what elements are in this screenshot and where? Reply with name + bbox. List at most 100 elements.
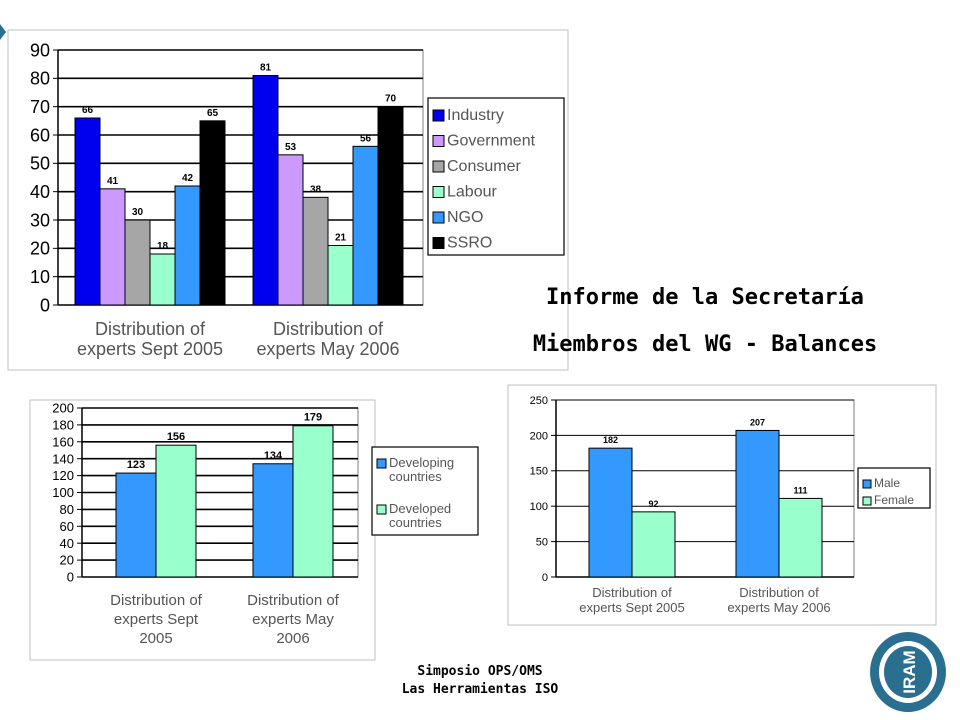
slide-title-line1: Informe de la Secretaría (546, 285, 864, 310)
chart-1: 0 10 20 30 40 50 60 70 80 90 66 41 30 18 42 65 Distribut… (7, 29, 569, 371)
y-tick-label: 70 (30, 97, 50, 117)
y-tick-label: 140 (52, 451, 74, 466)
bar-value-label: 123 (127, 459, 145, 471)
y-tick-label: 100 (52, 485, 74, 500)
y-tick-label: 50 (536, 536, 548, 548)
bar-value-label: 42 (182, 173, 194, 184)
x-category-label: experts May 2006 (256, 339, 399, 359)
bar-value-label: 81 (260, 63, 272, 74)
bar-labour (327, 245, 354, 306)
x-category-label: Distribution of (247, 592, 340, 609)
bar-value-label: 66 (82, 105, 94, 116)
x-category-label: experts Sept 2005 (579, 600, 685, 615)
left-edge-marker (0, 24, 6, 40)
bar-value-label: 53 (285, 142, 297, 153)
bar-male (735, 429, 780, 578)
y-tick-label: 10 (30, 267, 50, 287)
bar-government (277, 154, 304, 306)
y-tick-label: 0 (67, 570, 74, 585)
legend-swatch (432, 237, 445, 249)
bar-value-label: 21 (335, 233, 347, 244)
x-category-label: experts May (252, 611, 334, 628)
logo-core (884, 646, 932, 698)
legend-swatch (376, 504, 387, 515)
bar-value-label: 92 (648, 499, 658, 509)
legend-swatch (432, 160, 445, 173)
legend-swatch (376, 458, 387, 469)
bar-developed-countries (155, 444, 197, 578)
bar-male (588, 447, 633, 578)
chart-frame (7, 29, 569, 371)
legend: Male Female (857, 467, 931, 509)
bar-value-label: 56 (360, 133, 372, 144)
y-tick-label: 30 (30, 210, 50, 230)
legend-swatch (432, 186, 445, 198)
footer-line2: Las Herramientas ISO (401, 682, 559, 697)
legend-swatch (432, 211, 445, 224)
bar-value-label: 182 (603, 435, 618, 445)
bar-consumer (302, 196, 329, 306)
y-tick-label: 100 (530, 501, 548, 513)
legend-label: Consumer (447, 158, 521, 175)
bar-female (631, 511, 676, 578)
bar-ngo (174, 185, 201, 306)
iram-logo: IRAM (870, 632, 946, 712)
footer-line1: Simposio OPS/OMS (417, 664, 543, 679)
bar-value-label: 134 (264, 450, 283, 462)
bar-ssro (377, 106, 404, 306)
y-tick-label: 40 (30, 182, 50, 202)
y-tick-label: 180 (52, 417, 74, 432)
x-category-label: experts Sept 2005 (77, 339, 223, 359)
legend-label: SSRO (447, 235, 492, 252)
legend-label: Labour (447, 184, 497, 201)
x-category-label: 2006 (276, 630, 309, 647)
y-tick-label: 160 (52, 434, 74, 449)
legend-box (427, 97, 565, 256)
bar-industry (74, 117, 101, 306)
y-tick-label: 120 (52, 468, 74, 483)
bar-consumer (124, 219, 151, 306)
x-category-label: Distribution of (110, 592, 203, 609)
x-category-label: Distribution of (95, 319, 206, 339)
x-category-label: experts Sept (114, 611, 199, 628)
bar-labour (149, 253, 176, 306)
y-tick-label: 0 (40, 295, 50, 315)
bar-developing-countries (252, 463, 294, 578)
legend-label: Female (874, 493, 914, 507)
legend-label: Government (447, 133, 536, 150)
x-category-label: Distribution of (739, 585, 819, 600)
y-tick-label: 50 (30, 154, 50, 174)
bar-value-label: 207 (750, 417, 765, 427)
legend: Industry Government Consumer Labour NGO SSRO (427, 97, 565, 256)
bar-value-label: 38 (310, 184, 322, 195)
x-category-label: 2005 (139, 630, 172, 647)
bar-value-label: 111 (793, 485, 807, 495)
y-tick-label: 20 (60, 553, 74, 568)
legend-swatch (432, 135, 445, 147)
y-tick-label: 40 (60, 536, 74, 551)
legend-label: countries (389, 515, 442, 530)
chart-frame (507, 384, 937, 626)
logo-text: IRAM (900, 650, 919, 693)
legend-label: NGO (447, 209, 483, 226)
y-tick-label: 20 (30, 239, 50, 259)
y-tick-label: 0 (542, 572, 548, 584)
y-tick-label: 200 (52, 401, 74, 416)
y-tick-label: 250 (530, 395, 548, 407)
bar-value-label: 70 (385, 94, 397, 105)
legend-box (371, 446, 479, 536)
x-category-label: Distribution of (592, 585, 672, 600)
y-tick-label: 60 (30, 125, 50, 145)
bar-value-label: 156 (167, 431, 185, 443)
bar-ssro (199, 120, 226, 306)
bar-value-label: 41 (107, 176, 119, 187)
legend-swatch (432, 109, 445, 122)
bar-value-label: 30 (132, 207, 144, 218)
y-tick-label: 90 (30, 40, 50, 60)
x-category-label: experts May 2006 (727, 600, 830, 615)
legend-label: Male (874, 476, 900, 490)
